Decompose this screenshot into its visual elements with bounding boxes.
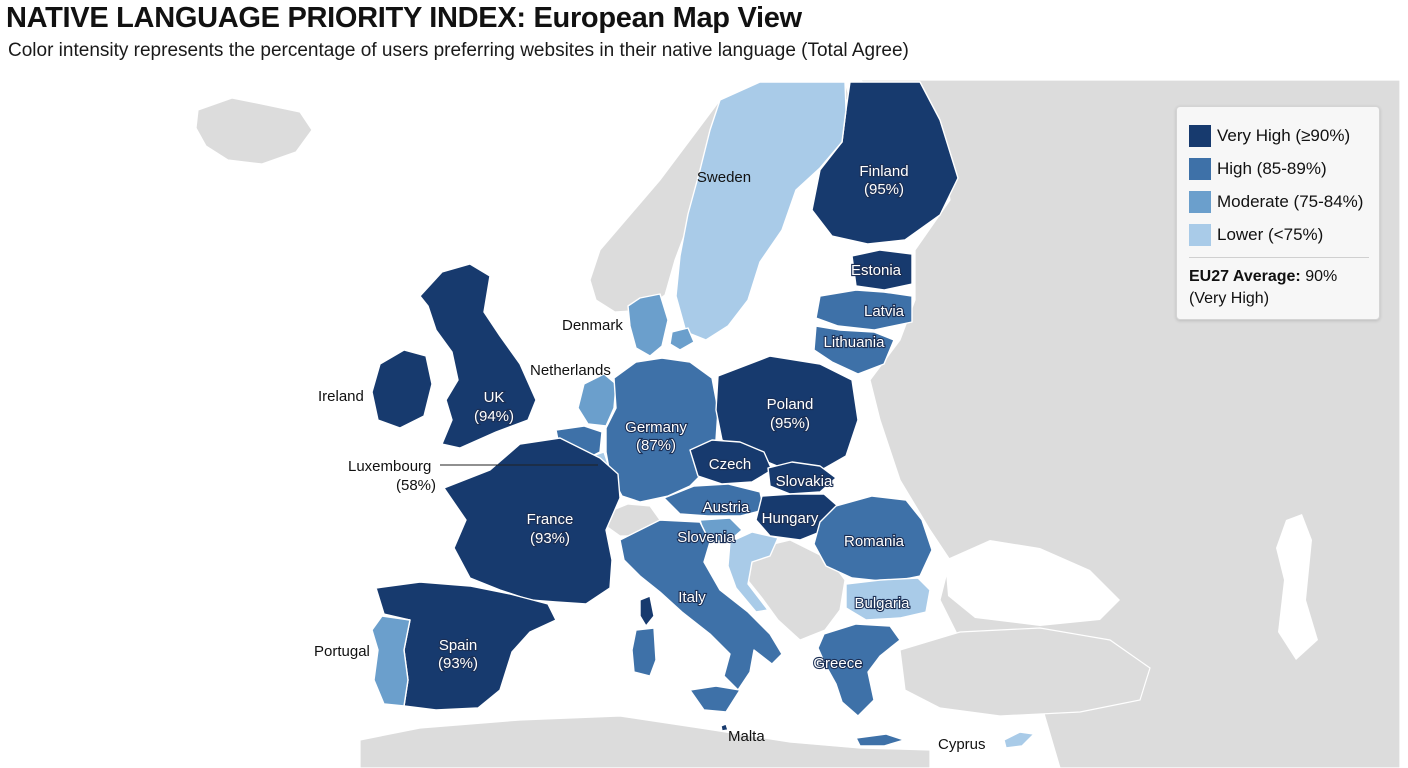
label-estonia: Estonia [851,262,902,279]
country-uk[interactable] [419,263,537,449]
label-sweden: Sweden [697,169,751,186]
country-france-corsica [639,595,655,627]
country-greece[interactable] [817,623,901,717]
country-cyprus[interactable] [1003,731,1035,749]
label-latvia: Latvia [864,303,905,320]
country-italy-sicily [689,685,741,713]
label-poland-pct: (95%) [770,415,810,432]
balkans [739,539,846,641]
label-ireland: Ireland [318,388,364,405]
label-luxembourg-pct: (58%) [396,477,436,494]
country-ireland[interactable] [371,349,433,429]
label-france-pct: (93%) [530,530,570,547]
label-portugal: Portugal [314,643,370,660]
legend-swatch-moderate [1189,190,1211,213]
label-uk: UK [484,389,505,406]
legend-item-lower: Lower (<75%) [1189,218,1369,251]
country-greece-crete [855,733,905,747]
country-malta[interactable] [720,723,729,732]
country-poland[interactable] [715,355,859,473]
legend-avg-value: 90% [1305,268,1338,285]
label-slovakia: Slovakia [776,473,833,490]
label-spain-pct: (93%) [438,655,478,672]
label-bulgaria: Bulgaria [854,595,910,612]
label-poland: Poland [767,396,814,413]
label-hungary: Hungary [762,510,819,527]
legend-label-moderate: Moderate (75-84%) [1217,191,1364,211]
europe-map: Finland (95%) Estonia Latvia Lithuania U… [0,80,1408,768]
label-romania: Romania [844,533,905,550]
iceland [195,97,313,165]
country-lithuania[interactable] [813,325,895,375]
label-spain: Spain [439,637,477,654]
label-cyprus: Cyprus [938,736,986,753]
label-lithuania: Lithuania [824,334,886,351]
legend-item-very-high: Very High (≥90%) [1189,119,1369,152]
country-sweden[interactable] [675,81,847,341]
legend-label-lower: Lower (<75%) [1217,224,1324,244]
label-uk-pct: (94%) [474,408,514,425]
country-bulgaria[interactable] [845,577,931,621]
legend-item-high: High (85-89%) [1189,152,1369,185]
map-legend: Very High (≥90%) High (85-89%) Moderate … [1176,106,1380,320]
country-slovakia[interactable] [767,461,837,495]
legend-divider [1189,257,1369,258]
country-labels: Finland (95%) Estonia Latvia Lithuania U… [437,162,911,673]
label-finland-pct: (95%) [864,181,904,198]
map-title: NATIVE LANGUAGE PRIORITY INDEX: European… [6,2,802,34]
country-portugal[interactable] [371,615,411,707]
legend-swatch-lower [1189,223,1211,246]
north-africa [359,715,931,768]
country-latvia[interactable] [815,289,913,331]
legend-item-moderate: Moderate (75-84%) [1189,185,1369,218]
label-malta: Malta [728,728,765,745]
country-denmark-islands [669,327,695,351]
caspian-sea [1276,514,1318,660]
legend-eu27-average: EU27 Average: 90% (Very High) [1189,266,1369,310]
country-croatia [727,531,779,613]
turkey [899,627,1151,717]
label-germany: Germany [625,419,687,436]
country-germany[interactable] [605,357,719,503]
legend-swatch-very-high [1189,124,1211,147]
label-denmark: Denmark [562,317,623,334]
label-italy: Italy [678,589,706,606]
label-netherlands: Netherlands [530,362,611,379]
country-netherlands[interactable] [577,373,617,427]
label-slovenia: Slovenia [677,529,735,546]
legend-swatch-high [1189,157,1211,180]
country-italy-sardinia [631,627,657,677]
label-greece: Greece [813,655,862,672]
label-austria: Austria [703,499,750,516]
label-czech: Czech [709,456,752,473]
label-finland: Finland [859,163,908,180]
legend-label-high: High (85-89%) [1217,158,1327,178]
legend-avg-label: EU27 Average: [1189,268,1301,285]
country-france[interactable] [443,437,621,605]
label-germany-pct: (87%) [636,437,676,454]
country-denmark[interactable] [627,293,669,357]
country-estonia[interactable] [851,249,913,291]
external-labels: Denmark Netherlands Ireland Luxembourg (… [314,317,986,753]
black-sea [945,540,1120,626]
legend-avg-category: (Very High) [1189,290,1270,307]
legend-label-very-high: Very High (≥90%) [1217,125,1351,145]
eu-countries [371,81,1035,749]
country-italy[interactable] [619,519,783,691]
label-france: France [527,511,574,528]
label-luxembourg: Luxembourg [348,458,431,475]
map-subtitle: Color intensity represents the percentag… [8,40,909,61]
